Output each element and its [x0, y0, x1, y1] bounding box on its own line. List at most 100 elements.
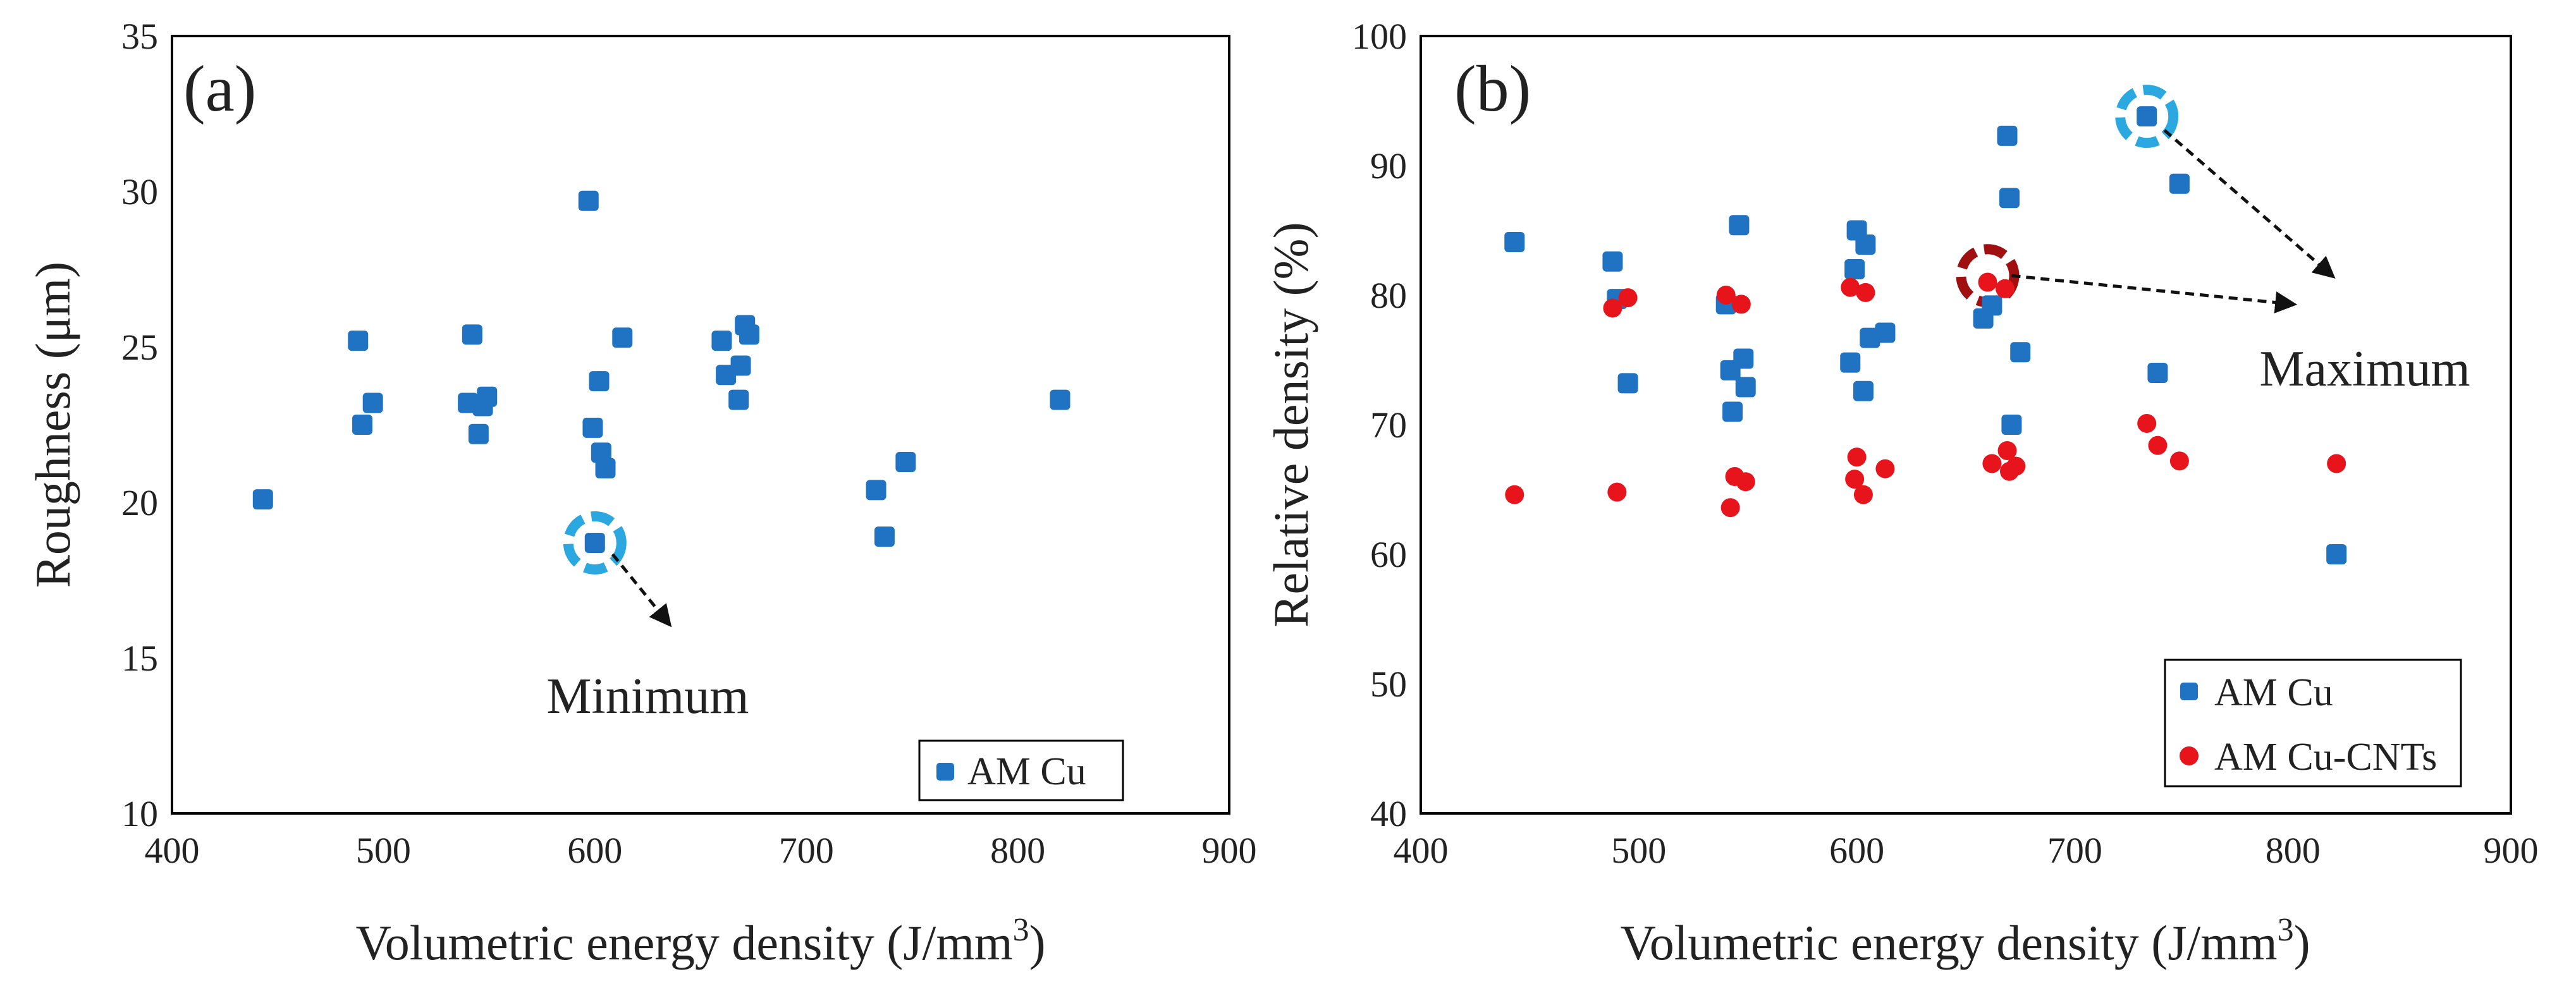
annotation-maximum: Maximum [2259, 341, 2470, 397]
legend: AM Cu AM Cu-CNTs [2164, 659, 2462, 787]
data-point-am-cu-cnts [2137, 413, 2157, 433]
data-point-am-cu [1860, 327, 1880, 348]
data-point-am-cu-cnts [1847, 447, 1867, 467]
x-tick-label: 700 [779, 830, 834, 871]
data-point-am-cu-cnts [1997, 441, 2017, 460]
panel-a-roughness: (a) 10 15 20 25 30 35 400 500 600 700 800 900 Roug… [25, 16, 1257, 970]
x-tick-label: 900 [2484, 830, 2539, 871]
data-point-am-cu [584, 532, 605, 553]
data-point-am-cu [2326, 544, 2347, 564]
data-point-am-cu-cnts [1845, 470, 1865, 489]
x-tick-labels: 400 500 600 700 800 900 [145, 830, 1257, 871]
data-point-am-cu [895, 452, 916, 473]
data-point-am-cu [468, 423, 489, 444]
data-point-am-cu-cnts [2169, 451, 2189, 471]
data-point-am-cu [578, 190, 599, 211]
data-point-am-cu [352, 415, 372, 435]
x-tick-label: 500 [1611, 830, 1666, 871]
y-tick-label: 90 [1370, 145, 1407, 186]
data-point-am-cu [1617, 373, 1638, 394]
annotations [2011, 129, 2336, 313]
data-point-am-cu-cnts [1996, 279, 2015, 298]
data-point-am-cu [874, 526, 895, 547]
data-point-am-cu [1840, 352, 1861, 373]
highlight-circle-minimum [563, 511, 627, 575]
data-point-am-cu [2137, 106, 2157, 127]
legend: AM Cu [918, 739, 1124, 801]
data-point-am-cu-cnts [2327, 454, 2346, 473]
data-point-am-cu [1982, 295, 2003, 316]
y-tick-label: 40 [1370, 793, 1407, 834]
series-am-cu-cnts [1505, 272, 2346, 518]
data-point-am-cu-cnts [1978, 272, 1997, 292]
y-tick-label: 50 [1370, 664, 1407, 705]
y-tick-label: 35 [121, 16, 158, 57]
x-tick-label: 600 [567, 830, 622, 871]
data-point-am-cu [362, 392, 383, 413]
x-tick-label: 900 [1202, 830, 1257, 871]
x-tick-label: 800 [2266, 830, 2321, 871]
series-am-cu [252, 190, 1070, 553]
data-point-am-cu [1875, 322, 1896, 343]
legend-marker-am-cu-cnts [2180, 746, 2199, 765]
data-point-am-cu [1855, 234, 1876, 255]
data-point-am-cu-cnts [2006, 456, 2026, 476]
y-axis-label: Roughness (μm) [25, 262, 80, 588]
y-tick-label: 10 [121, 793, 158, 834]
data-point-am-cu [582, 417, 603, 438]
highlight-circle-am-cu-max [2115, 85, 2179, 149]
data-series [1504, 106, 2347, 564]
data-point-am-cu [1733, 348, 1754, 369]
series-am-cu [1504, 106, 2347, 564]
annotation-arrow [2011, 274, 2298, 313]
data-point-am-cu [595, 458, 616, 478]
legend-label-am-cu-cnts: AM Cu-CNTs [2214, 736, 2437, 779]
data-point-am-cu [730, 355, 751, 376]
data-series [252, 190, 1070, 553]
y-axis-label: Relative density (%) [1263, 222, 1318, 627]
data-point-am-cu-cnts [1875, 459, 1895, 478]
data-point-am-cu [1722, 401, 1743, 422]
annotation-minimum: Minimum [546, 669, 749, 724]
y-tick-label: 60 [1370, 534, 1407, 575]
data-point-am-cu-cnts [1841, 277, 1860, 297]
x-axis-label: Volumetric energy density (J/mm3) [1620, 912, 2310, 970]
x-tick-label: 800 [990, 830, 1045, 871]
data-point-am-cu [2001, 415, 2022, 435]
data-point-am-cu-cnts [1505, 485, 1524, 504]
legend-label-am-cu: AM Cu [2214, 671, 2333, 714]
data-point-am-cu [612, 327, 633, 348]
y-tick-label: 25 [121, 327, 158, 368]
x-tick-label: 400 [1394, 830, 1449, 871]
legend-marker-am-cu [936, 763, 954, 781]
data-point-am-cu-cnts [1603, 298, 1622, 318]
data-point-am-cu-cnts [2148, 435, 2168, 455]
data-point-am-cu [1997, 125, 2018, 146]
plot-area-frame [171, 35, 1230, 815]
data-point-am-cu [1735, 377, 1756, 398]
data-point-am-cu [252, 489, 273, 510]
y-tick-labels: 10 15 20 25 30 35 [121, 16, 158, 834]
data-point-am-cu [1050, 389, 1070, 410]
panel-label: (a) [183, 52, 256, 125]
y-tick-label: 30 [121, 171, 158, 212]
legend-label-am-cu: AM Cu [967, 750, 1086, 793]
y-tick-label: 70 [1370, 404, 1407, 446]
data-point-am-cu [739, 324, 759, 345]
data-point-am-cu [728, 389, 749, 410]
data-point-am-cu [462, 324, 482, 345]
panel-label: (b) [1454, 52, 1531, 125]
data-point-am-cu [2010, 342, 2031, 363]
x-tick-label: 400 [145, 830, 200, 871]
data-point-am-cu [711, 331, 732, 351]
x-tick-label: 500 [356, 830, 411, 871]
y-tick-label: 80 [1370, 275, 1407, 316]
legend-box [2164, 659, 2462, 787]
data-point-am-cu [1602, 251, 1623, 272]
data-point-am-cu [591, 442, 611, 463]
y-tick-label: 20 [121, 482, 158, 523]
x-tick-label: 700 [2047, 830, 2102, 871]
data-point-am-cu [1999, 188, 2020, 209]
data-point-am-cu [1844, 259, 1865, 279]
